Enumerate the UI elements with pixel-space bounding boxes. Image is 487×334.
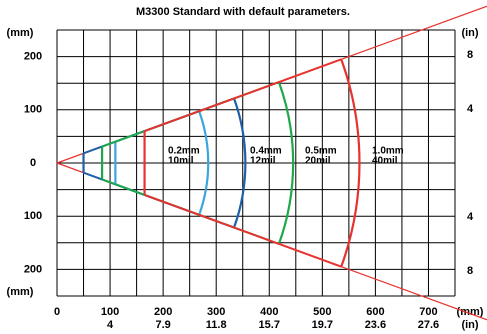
zone-label: 1.0mm xyxy=(372,146,404,157)
far-limit xyxy=(198,110,210,216)
far-limit xyxy=(277,81,295,245)
x-tick-label: 300 xyxy=(207,306,225,318)
far-limit xyxy=(340,58,361,268)
x2-tick-label: 4 xyxy=(107,319,114,331)
y-unit: (mm) xyxy=(7,27,34,39)
y-tick-label: 100 xyxy=(24,210,42,222)
y2-tick-label: 8 xyxy=(467,265,473,277)
y2-tick-label: 4 xyxy=(467,211,474,223)
x-tick-label: 600 xyxy=(366,306,384,318)
x-tick-label: 400 xyxy=(260,306,278,318)
zone-edge xyxy=(144,58,342,133)
y-tick-label: 200 xyxy=(24,263,42,275)
zone-label: 12mil xyxy=(250,156,276,167)
x2-unit: (in) xyxy=(461,319,478,331)
far-limit xyxy=(233,98,247,228)
x-unit: (mm) xyxy=(457,306,484,318)
zone-label: 0.4mm xyxy=(250,146,282,157)
x-tick-label: 100 xyxy=(101,306,119,318)
zone-edge xyxy=(144,193,342,268)
x2-tick-label: 23.6 xyxy=(365,319,386,331)
y-tick-label: 100 xyxy=(24,104,42,116)
x2-tick-label: 19.7 xyxy=(312,319,333,331)
x-tick-label: 200 xyxy=(154,306,172,318)
y2-unit: (in) xyxy=(461,27,478,39)
x2-tick-label: 27.6 xyxy=(418,319,439,331)
x-tick-label: 0 xyxy=(54,306,60,318)
x-tick-label: 700 xyxy=(419,306,437,318)
y-unit: (mm) xyxy=(7,286,34,298)
x2-tick-label: 11.8 xyxy=(206,319,227,331)
x2-tick-label: 15.7 xyxy=(259,319,280,331)
y2-tick-label: 4 xyxy=(467,103,474,115)
y-tick-label: 200 xyxy=(24,51,42,63)
zone-label: 40mil xyxy=(372,156,398,167)
x-tick-label: 500 xyxy=(313,306,331,318)
y-tick-label: 0 xyxy=(30,157,36,169)
zone-label: 0.5mm xyxy=(305,146,337,157)
zone-label: 0.2mm xyxy=(168,146,200,157)
x2-tick-label: 7.9 xyxy=(155,319,170,331)
y2-tick-label: 8 xyxy=(467,49,473,61)
zone-label: 10mil xyxy=(168,156,194,167)
chart-title: M3300 Standard with default parameters. xyxy=(136,6,350,18)
zone-label: 20mil xyxy=(305,156,331,167)
